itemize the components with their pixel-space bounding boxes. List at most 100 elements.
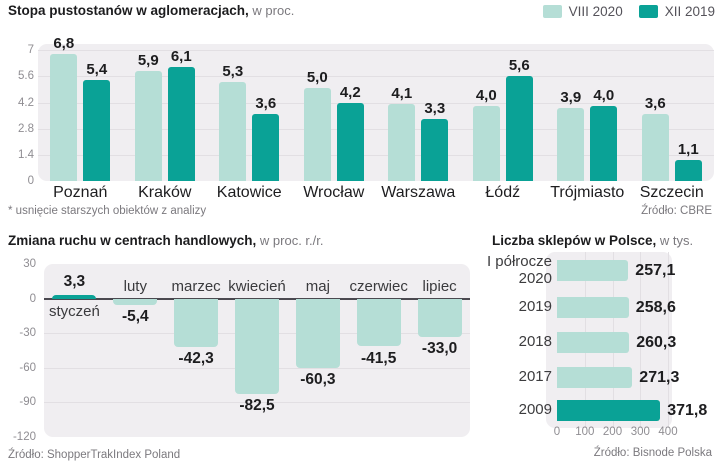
bar-value-label: -5,4 xyxy=(121,307,149,325)
gridline-vertical xyxy=(668,252,669,428)
bar-value-label: 260,3 xyxy=(636,334,677,351)
bar-xii2019 xyxy=(336,102,364,181)
bar-value-label: 3,3 xyxy=(63,272,86,290)
category-label: Łódź xyxy=(485,184,521,201)
vacancy-category-labels: Poznań Kraków Katowice Wrocław Warszawa Łódź T… xyxy=(38,184,714,202)
bar-value-label: 5,9 xyxy=(137,51,159,69)
bar-value-label: 371,8 xyxy=(667,402,708,419)
shops-source: Źródło: Bisnode Polska xyxy=(593,447,712,459)
month-label: styczeń xyxy=(48,302,100,320)
bar-value-label: 5,0 xyxy=(306,68,328,86)
bar-group-5: 4,0 5,6 xyxy=(461,44,546,181)
bar-value-label: -41,5 xyxy=(361,349,397,367)
month-label: kwiecień xyxy=(228,277,286,295)
month-label: lipiec xyxy=(422,277,457,295)
series-bar-wrap: 3,9 xyxy=(557,89,585,181)
traffic-y-axis: 30 0 -30 -60 -90 -120 xyxy=(0,258,36,443)
vacancy-y-axis: 7 5.6 4.2 2.8 1.4 0 xyxy=(0,44,34,187)
bar-viii2020 xyxy=(50,53,78,181)
bar-value-label: -82,5 xyxy=(239,396,275,414)
series-bar-wrap: 5,3 xyxy=(219,63,247,181)
bar-group-1: 5,9 6,1 xyxy=(123,44,208,181)
bar-viii2020 xyxy=(557,108,585,181)
vacancy-legend: VIII 2020 XII 2019 xyxy=(542,4,715,19)
shops-bar-4 xyxy=(557,400,661,421)
bar-xii2019 xyxy=(590,106,618,181)
bar-group-6: 3,9 4,0 xyxy=(545,44,630,181)
x-tick-label: 0 xyxy=(553,426,561,438)
bar-value-label: 3,6 xyxy=(255,94,277,112)
traffic-chart-title: Zmiana ruchu w centrach handlowych, w pr… xyxy=(8,233,324,248)
y-tick-label: 5.6 xyxy=(18,70,34,83)
bar-xii2019 xyxy=(421,119,449,181)
month-bar-3 xyxy=(235,298,279,394)
legend-label-xii-2019: XII 2019 xyxy=(664,4,715,19)
traffic-plot-area: styczeń 3,3 luty -5,4 marzec -42,3 kwiecień -82… xyxy=(44,264,470,437)
bar-value-label: 257,1 xyxy=(635,262,676,279)
shops-bar-0 xyxy=(557,260,629,281)
year-label: 2019 xyxy=(518,298,552,315)
legend-label-viii-2020: VIII 2020 xyxy=(568,4,623,19)
shops-bar-2 xyxy=(557,332,630,353)
y-tick-label: 1.4 xyxy=(18,148,34,161)
gridline xyxy=(38,76,714,78)
bar-value-label: 3,3 xyxy=(424,100,446,118)
month-bar-5 xyxy=(356,298,401,347)
series-bar-wrap: 4,0 xyxy=(590,87,618,181)
bar-value-label: 4,1 xyxy=(391,85,413,103)
shops-title-unit: w tys. xyxy=(656,233,694,248)
shops-bar-1 xyxy=(557,297,629,318)
bar-xii2019 xyxy=(83,80,111,181)
y-tick-label: 7 xyxy=(27,44,34,57)
bar-value-label: 271,3 xyxy=(639,369,680,386)
y-tick-label: 30 xyxy=(23,258,36,270)
bar-viii2020 xyxy=(219,81,247,181)
legend-swatch-light xyxy=(542,5,562,18)
y-tick-label: -30 xyxy=(19,327,36,340)
bar-viii2020 xyxy=(134,70,162,181)
bar-value-label: 258,6 xyxy=(635,299,676,316)
y-tick-label: -90 xyxy=(19,396,36,409)
series-bar-wrap: 3,3 xyxy=(421,100,449,181)
shops-chart-title: Liczba sklepów w Polsce, w tys. xyxy=(492,233,693,248)
category-label: Trójmiasto xyxy=(550,184,625,201)
year-label: 2018 xyxy=(518,333,552,350)
bar-value-label: 6,1 xyxy=(170,48,192,65)
legend-item-xii-2019: XII 2019 xyxy=(638,4,715,19)
y-tick-label: 2.8 xyxy=(18,122,34,135)
category-label: Kraków xyxy=(138,184,192,201)
category-label: Katowice xyxy=(216,184,282,201)
series-bar-wrap: 4,0 xyxy=(472,87,500,181)
bar-value-label: 3,9 xyxy=(560,89,582,107)
month-bar-2 xyxy=(174,298,219,348)
vacancy-chart-title: Stopa pustostanów w aglomeracjach, w pro… xyxy=(8,3,294,18)
legend-item-viii-2020: VIII 2020 xyxy=(542,4,623,19)
bar-group-2: 5,3 3,6 xyxy=(207,44,292,181)
category-label: Szczecin xyxy=(639,184,704,201)
month-bar-6 xyxy=(417,298,462,337)
traffic-title-text: Zmiana ruchu w centrach handlowych, xyxy=(8,233,257,248)
series-bar-wrap: 5,9 xyxy=(134,51,162,181)
series-bar-wrap: 5,0 xyxy=(303,68,331,181)
bar-xii2019 xyxy=(252,113,280,181)
shops-title-text: Liczba sklepów w Polsce, xyxy=(492,233,657,248)
shops-plot-area: I półrocze 2020 257,1 2019 258,6 2018 260,3 20… xyxy=(480,250,720,440)
bar-xii2019 xyxy=(674,160,702,181)
bar-xii2019 xyxy=(167,67,195,181)
bar-viii2020 xyxy=(303,87,331,181)
year-label: I półrocze 2020 xyxy=(486,253,552,287)
bar-value-label: -42,3 xyxy=(178,350,214,368)
gridline xyxy=(38,128,714,130)
category-label: Poznań xyxy=(53,184,108,201)
legend-swatch-dark xyxy=(638,5,658,18)
bar-value-label: 4,2 xyxy=(339,83,361,101)
month-bar-0 xyxy=(52,294,97,299)
bar-value-label: 3,6 xyxy=(644,94,666,112)
bar-group-0: 6,8 5,4 xyxy=(38,35,123,181)
x-tick-label: 300 xyxy=(630,426,650,438)
bar-group-3: 5,0 4,2 xyxy=(292,44,377,181)
vacancy-title-text: Stopa pustostanów w aglomeracjach, xyxy=(8,3,249,18)
series-bar-wrap: 5,6 xyxy=(505,57,533,181)
month-label: czerwiec xyxy=(349,277,408,295)
bar-value-label: 6,8 xyxy=(53,34,75,52)
